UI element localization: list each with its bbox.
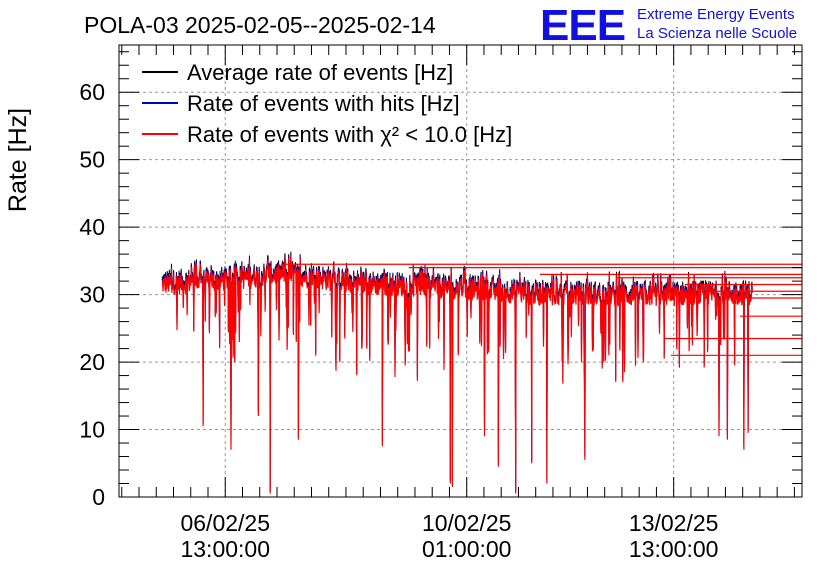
y-tick-label: 60 (79, 79, 105, 105)
x-tick-label-date: 06/02/25 (180, 510, 270, 536)
plot-area (161, 251, 802, 494)
x-tick-label-time: 13:00:00 (180, 536, 270, 562)
y-tick-label: 0 (92, 484, 105, 510)
x-tick-label-time: 13:00:00 (629, 536, 719, 562)
y-axis-label: Rate [Hz] (4, 108, 32, 212)
y-tick-label: 30 (79, 282, 105, 308)
legend-label-average: Average rate of events [Hz] (187, 60, 453, 85)
axes-frame (118, 44, 803, 498)
y-axis: 0 10 20 30 40 50 60 (79, 51, 802, 510)
legend-label-hits: Rate of events with hits [Hz] (187, 91, 460, 116)
eee-logo-line1: Extreme Energy Events (637, 6, 795, 23)
x-tick-label-date: 13/02/25 (629, 510, 719, 536)
legend-label-chi2: Rate of events with χ² < 10.0 [Hz] (187, 122, 512, 147)
series-chi2-line (161, 255, 753, 494)
x-axis: 06/02/2513:00:0010/02/2501:00:0013/02/25… (121, 45, 795, 562)
y-tick-label: 20 (79, 349, 105, 375)
x-tick-label-time: 01:00:00 (422, 536, 512, 562)
y-tick-label: 40 (79, 214, 105, 240)
chart-title: POLA-03 2025-02-05--2025-02-14 (84, 12, 436, 38)
legend: Average rate of events [Hz] Rate of even… (142, 60, 512, 147)
eee-logo: EEE Extreme Energy Events La Scienza nel… (540, 1, 797, 50)
x-tick-label-date: 10/02/25 (422, 510, 512, 536)
plot-frame (118, 44, 803, 498)
y-tick-label: 50 (79, 147, 105, 173)
y-tick-label: 10 (79, 417, 105, 443)
eee-logo-letters: EEE (540, 1, 625, 50)
eee-logo-line2: La Scienza nelle Scuole (637, 25, 797, 42)
